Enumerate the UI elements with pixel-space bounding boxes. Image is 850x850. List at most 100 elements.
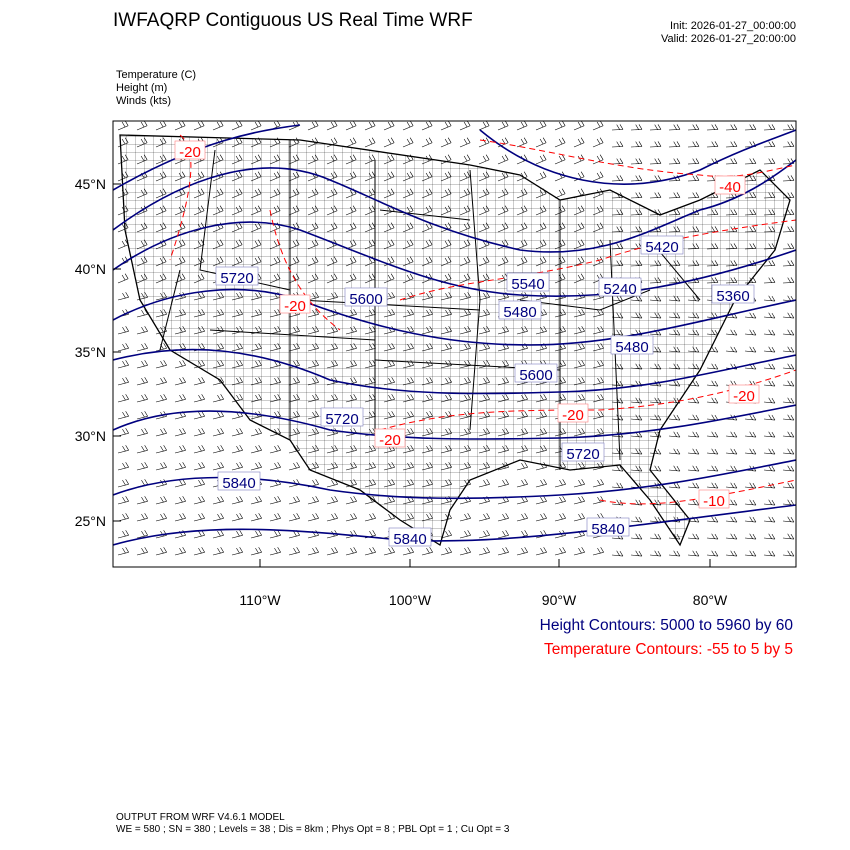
wind-barb (630, 260, 643, 267)
wind-barb (592, 377, 604, 386)
wind-barb (611, 363, 624, 370)
wind-barb (687, 192, 700, 199)
wind-barb (668, 482, 681, 489)
wind-barb (478, 171, 490, 182)
wind-barb (478, 445, 490, 454)
wind-barb (440, 326, 452, 335)
height-contour (113, 404, 796, 440)
wind-barb (345, 137, 357, 148)
wind-barb (744, 124, 757, 131)
wind-barb (668, 209, 681, 216)
lat-tick-label: 35°N (75, 344, 106, 360)
height-label: 5720 (325, 411, 358, 428)
wind-barb (782, 260, 795, 267)
wind-barb (421, 188, 433, 199)
wind-barb (345, 121, 357, 131)
wind-barb (364, 360, 376, 369)
wind-barb (763, 499, 776, 506)
wind-barb (554, 326, 566, 335)
wind-barb (725, 158, 738, 165)
wind-barb (744, 482, 757, 489)
height-label: 5840 (222, 475, 255, 492)
wind-barb (744, 226, 757, 233)
wind-barb (554, 137, 566, 148)
wind-barb (269, 205, 281, 216)
wind-barb (345, 154, 357, 165)
wind-barb (193, 292, 205, 301)
wind-barb (516, 256, 528, 267)
wind-barb (706, 516, 719, 523)
wind-barb (706, 533, 719, 540)
wind-barb (231, 121, 243, 131)
wind-barb (174, 479, 186, 488)
wind-barb (364, 121, 376, 131)
wind-barb (497, 411, 509, 420)
wind-barb (497, 445, 509, 454)
height-label: 5840 (393, 531, 426, 548)
wind-barb (155, 343, 167, 352)
state-border (379, 209, 471, 221)
wind-barb (212, 411, 224, 420)
wind-barb (174, 428, 186, 437)
wind-barb (421, 394, 433, 403)
wind-barb (763, 209, 776, 216)
wind-barb (706, 277, 719, 284)
height-label-box (610, 335, 654, 355)
wind-barb (288, 273, 300, 284)
wind-barb (630, 124, 643, 131)
wind-barb (706, 397, 719, 404)
wind-barb (668, 380, 681, 387)
wind-barb (725, 260, 738, 267)
wind-barb (763, 465, 776, 472)
wind-barb (307, 513, 319, 522)
wind-barb (345, 205, 357, 216)
wind-barb (440, 428, 452, 437)
wind-barb (744, 346, 757, 353)
wind-barb (307, 377, 319, 386)
wind-barb (193, 273, 205, 284)
lat-tick-label: 40°N (75, 261, 106, 277)
wind-barb (782, 533, 795, 540)
temperature-contour (269, 209, 341, 331)
wind-barb (231, 239, 243, 250)
wind-barb (117, 326, 129, 335)
wind-barb (364, 239, 376, 250)
wind-barb (326, 154, 338, 165)
wind-barb (706, 363, 719, 370)
wind-barb (535, 496, 547, 505)
wind-barb (421, 154, 433, 165)
wind-barb (516, 239, 528, 250)
wind-barb (478, 547, 490, 556)
wind-barb (763, 192, 776, 199)
wind-barb (307, 343, 319, 352)
wind-barb (782, 516, 795, 523)
temperature-label-box (714, 175, 746, 195)
wind-barb (725, 124, 738, 131)
wind-barb (763, 431, 776, 438)
wind-barb (402, 309, 414, 318)
wind-barb (193, 256, 205, 267)
wind-barb (402, 273, 414, 284)
wind-barb (782, 209, 795, 216)
wind-barb (497, 377, 509, 386)
wind-barb (649, 448, 662, 455)
height-legend: Height Contours: 5000 to 5960 by 60 (539, 617, 793, 634)
wind-barb (763, 312, 776, 319)
wind-barb (516, 222, 528, 233)
wind-barb (345, 360, 357, 369)
wind-barb (174, 394, 186, 403)
wind-barb (687, 346, 700, 353)
height-label-box (217, 471, 261, 491)
wind-barb (193, 479, 205, 488)
height-label: 5420 (645, 239, 678, 256)
wind-barb (535, 154, 547, 165)
wind-barb (573, 309, 585, 318)
wind-barb (592, 188, 604, 199)
wind-barb (535, 462, 547, 471)
wind-barb (535, 256, 547, 267)
wind-barb (231, 377, 243, 386)
wind-barb (782, 397, 795, 404)
wind-barb (307, 496, 319, 505)
wind-barb (117, 462, 129, 471)
wind-barb (782, 414, 795, 421)
